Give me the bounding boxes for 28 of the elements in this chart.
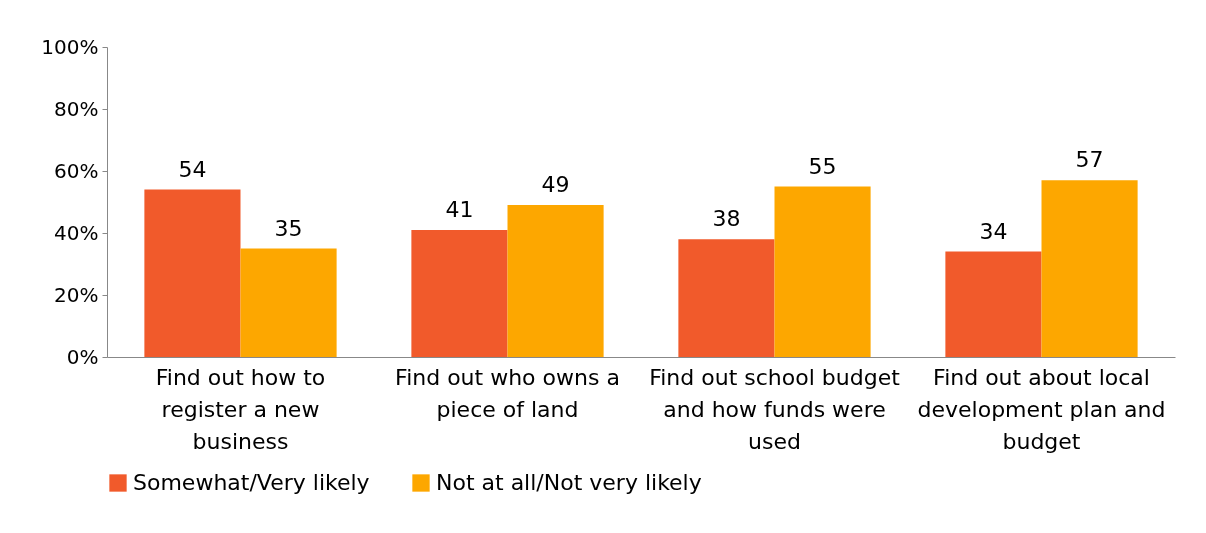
bar (678, 239, 775, 357)
y-tick-label: 20% (54, 282, 99, 307)
legend-label: Somewhat/Very likely (133, 470, 370, 495)
y-tick-label: 100% (41, 34, 99, 59)
x-tick-label: Find out school budget and how funds were used (649, 364, 901, 454)
x-tick-label: Find out about local development plan and budget (917, 364, 1166, 454)
bar (144, 189, 241, 357)
data-label: 35 (274, 215, 303, 241)
data-label: 41 (445, 196, 474, 222)
bar (1041, 180, 1138, 357)
data-label: 57 (1075, 147, 1104, 173)
data-label: 34 (979, 218, 1008, 244)
data-label: 38 (712, 206, 741, 232)
bar (411, 229, 508, 357)
bar (507, 205, 604, 357)
data-label: 55 (808, 153, 837, 179)
y-tick-label: 60% (54, 158, 99, 183)
bar (945, 251, 1042, 357)
data-label: 54 (178, 156, 207, 182)
y-tick-label: 80% (54, 96, 99, 121)
data-label: 49 (541, 172, 570, 198)
bar (774, 186, 871, 357)
x-tick-label: Find out who owns a piece of land (395, 364, 620, 422)
y-tick-label: 40% (54, 220, 99, 245)
x-tick-label: Find out how to register a new business (155, 364, 326, 454)
y-tick-label: 0% (66, 344, 99, 369)
bar (240, 248, 337, 357)
legend-label: Not at all/Not very likely (436, 470, 702, 495)
